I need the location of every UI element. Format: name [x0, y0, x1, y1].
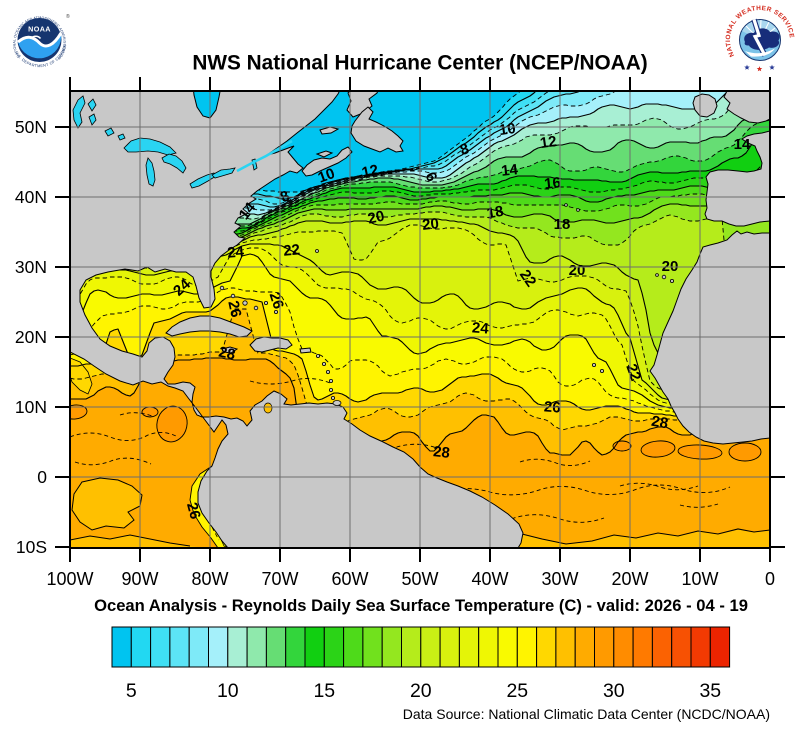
- svg-text:90W: 90W: [121, 569, 158, 589]
- svg-text:0: 0: [765, 569, 775, 589]
- svg-text:22: 22: [283, 241, 301, 259]
- svg-text:80W: 80W: [191, 569, 228, 589]
- svg-text:100W: 100W: [46, 569, 93, 589]
- svg-text:10N: 10N: [15, 397, 47, 417]
- svg-text:20: 20: [421, 215, 439, 234]
- svg-text:26: 26: [543, 398, 561, 416]
- svg-text:0: 0: [37, 467, 47, 487]
- svg-text:25: 25: [506, 680, 528, 702]
- svg-text:5: 5: [126, 680, 137, 702]
- svg-text:30W: 30W: [541, 569, 578, 589]
- svg-text:22: 22: [622, 362, 644, 383]
- svg-text:28: 28: [650, 413, 669, 433]
- svg-text:14: 14: [500, 161, 519, 180]
- svg-text:30: 30: [603, 680, 625, 702]
- svg-text:26: 26: [266, 290, 287, 311]
- svg-text:10: 10: [217, 680, 239, 702]
- svg-text:10: 10: [316, 165, 337, 187]
- svg-text:40N: 40N: [15, 187, 47, 207]
- svg-text:10W: 10W: [681, 569, 718, 589]
- svg-text:22: 22: [516, 267, 539, 290]
- svg-text:26: 26: [224, 299, 244, 319]
- svg-text:NOAA: NOAA: [28, 25, 51, 34]
- svg-text:28: 28: [432, 443, 450, 462]
- svg-text:20W: 20W: [611, 569, 648, 589]
- svg-text:15: 15: [313, 680, 335, 702]
- svg-text:16: 16: [543, 174, 561, 193]
- svg-text:NWS National Hurricane Center: NWS National Hurricane Center (NCEP/NOAA…: [192, 52, 647, 75]
- svg-text:60W: 60W: [331, 569, 368, 589]
- svg-text:50N: 50N: [15, 117, 47, 137]
- svg-text:20: 20: [366, 208, 386, 228]
- svg-text:40W: 40W: [471, 569, 508, 589]
- svg-text:30N: 30N: [15, 257, 47, 277]
- svg-text:24: 24: [227, 243, 246, 261]
- svg-text:10S: 10S: [16, 537, 47, 557]
- svg-text:70W: 70W: [261, 569, 298, 589]
- svg-text:18: 18: [554, 216, 571, 233]
- svg-text:12: 12: [360, 162, 380, 182]
- svg-text:12: 12: [539, 133, 558, 152]
- svg-text:20: 20: [410, 680, 432, 702]
- svg-text:26: 26: [183, 501, 204, 522]
- svg-text:10: 10: [498, 120, 517, 139]
- svg-text:20N: 20N: [15, 327, 47, 347]
- svg-text:28: 28: [217, 344, 237, 364]
- svg-text:50W: 50W: [401, 569, 438, 589]
- svg-text:20: 20: [569, 262, 586, 279]
- svg-text:35: 35: [699, 680, 721, 702]
- svg-text:Ocean Analysis - Reynolds Dail: Ocean Analysis - Reynolds Daily Sea Surf…: [94, 596, 748, 615]
- svg-text:®: ®: [66, 13, 70, 20]
- svg-text:14: 14: [734, 136, 751, 153]
- svg-text:24: 24: [471, 319, 489, 337]
- svg-text:Data Source: National Climatic: Data Source: National Climatic Data Cent…: [403, 706, 770, 722]
- svg-text:18: 18: [486, 203, 505, 223]
